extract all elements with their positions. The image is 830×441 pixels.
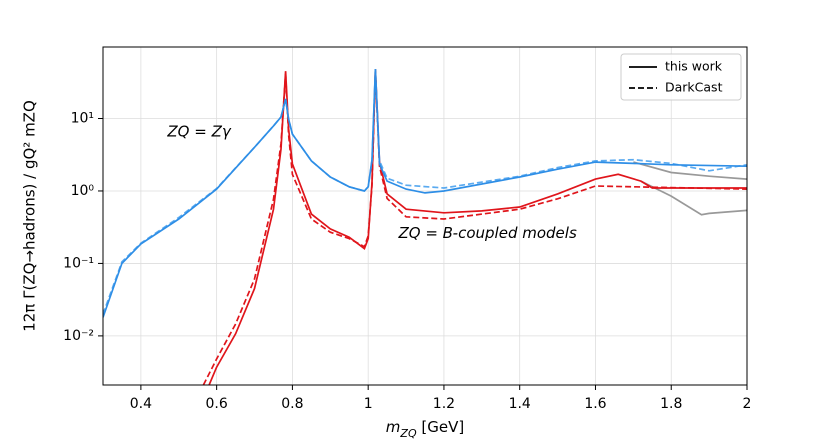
legend-label: DarkCast	[665, 80, 723, 95]
x-tick-label: 2	[743, 396, 752, 412]
x-axis-label-part: [GeV]	[417, 418, 465, 436]
lines	[103, 69, 747, 385]
series-line	[103, 69, 747, 318]
x-axis-label: mZQ [GeV]	[386, 418, 464, 440]
grid	[103, 47, 748, 385]
x-axis-label-part: ZQ	[399, 427, 417, 440]
series-line	[633, 161, 747, 180]
x-tick-label: 1.8	[660, 396, 682, 412]
x-tick-label: 1.4	[509, 396, 531, 412]
plot-frame	[102, 46, 748, 386]
y-tick-label: 10⁻¹	[63, 255, 94, 271]
axes: 0.4 0.6 0.8 1 1.2 1.4 1.6 1.8 210⁻²10⁻¹10⁰10¹mZQ…	[21, 46, 752, 440]
series-line	[640, 180, 747, 216]
y-tick-label: 10⁻²	[63, 328, 94, 344]
y-axis-label: 12π Γ(ZQ→hadrons) / gQ² mZQ	[21, 100, 39, 332]
x-tick-label: 1.6	[584, 396, 606, 412]
y-tick-label: 10⁰	[71, 183, 95, 199]
x-tick-label: 0.6	[206, 396, 228, 412]
series-line	[208, 69, 747, 385]
y-tick-label: 10¹	[71, 111, 94, 127]
x-tick-label: 1	[364, 396, 373, 412]
x-tick-label: 1.2	[433, 396, 455, 412]
annotation: ZQ = Zγ	[166, 123, 231, 141]
series-line	[103, 69, 747, 315]
x-tick-label: 0.8	[281, 396, 303, 412]
annotation: ZQ = B-coupled models	[397, 224, 576, 242]
x-axis-label-part: m	[386, 418, 401, 436]
legend-label: this work	[665, 59, 723, 74]
x-tick-label: 0.4	[130, 396, 152, 412]
